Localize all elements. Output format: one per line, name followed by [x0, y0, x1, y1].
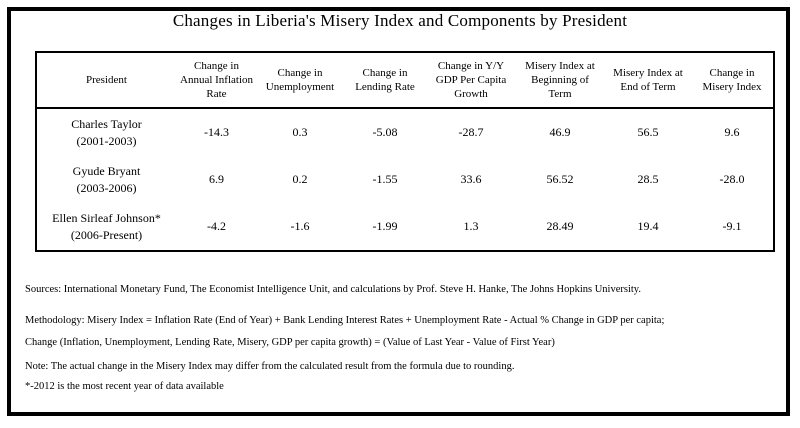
- president-cell: Gyude Bryant (2003-2006): [36, 156, 176, 203]
- value-cell: 46.9: [549, 125, 571, 139]
- value-cell: -28.0: [719, 172, 745, 186]
- value-cell: -14.3: [204, 125, 229, 139]
- data-availability-footnote: *-2012 is the most recent year of data a…: [25, 381, 224, 392]
- value-cell: 0.3: [292, 125, 308, 139]
- president-cell: Charles Taylor (2001-2003): [36, 108, 176, 156]
- value-cell: 56.5: [637, 125, 659, 139]
- value-cell: 9.6: [724, 125, 740, 139]
- president-name: Ellen Sirleaf Johnson*: [52, 211, 161, 226]
- misery-index-table: President Change in Annual Inflation Rat…: [35, 51, 775, 252]
- column-header-inflation: Change in Annual Inflation Rate: [176, 52, 257, 109]
- methodology-note-line1: Methodology: Misery Index = Inflation Ra…: [25, 315, 665, 326]
- value-cell: -5.08: [372, 125, 398, 139]
- president-name: Gyude Bryant: [72, 164, 141, 179]
- methodology-note-line2: Change (Inflation, Unemployment, Lending…: [25, 337, 555, 348]
- column-header-president: President: [36, 52, 176, 109]
- value-cell: -4.2: [207, 219, 226, 233]
- table-row-ellen-sirleaf-johnson: Ellen Sirleaf Johnson* (2006-Present) -4…: [36, 203, 774, 251]
- value-cell: 0.2: [292, 172, 308, 186]
- value-cell: -9.1: [722, 219, 742, 233]
- value-cell: 1.3: [463, 219, 479, 233]
- value-cell: 6.9: [209, 172, 224, 186]
- table-header: President Change in Annual Inflation Rat…: [36, 52, 774, 109]
- column-header-gdp-growth: Change in Y/Y GDP Per Capita Growth: [427, 52, 515, 109]
- president-term: (2006-Present): [70, 227, 143, 242]
- column-header-lending-rate: Change in Lending Rate: [343, 52, 427, 109]
- president-term: (2003-2006): [76, 180, 137, 195]
- value-cell: -28.7: [458, 125, 484, 139]
- value-cell: 28.5: [637, 172, 659, 186]
- rounding-note: Note: The actual change in the Misery In…: [25, 361, 515, 372]
- page-title: Changes in Liberia's Misery Index and Co…: [172, 11, 628, 30]
- value-cell: 19.4: [637, 219, 659, 233]
- value-cell: -1.55: [372, 172, 398, 186]
- value-cell: -1.99: [372, 219, 398, 233]
- president-cell: Ellen Sirleaf Johnson* (2006-Present): [36, 203, 176, 251]
- sources-note: Sources: International Monetary Fund, Th…: [25, 284, 641, 295]
- value-cell: 33.6: [460, 172, 482, 186]
- value-cell: 28.49: [546, 219, 574, 233]
- table-row-charles-taylor: Charles Taylor (2001-2003) -14.3 0.3 -5.…: [36, 108, 774, 156]
- column-header-misery-beginning: Misery Index at Beginning of Term: [515, 52, 605, 109]
- column-header-misery-end: Misery Index at End of Term: [605, 52, 691, 109]
- value-cell: 56.52: [546, 172, 574, 186]
- table-row-gyude-bryant: Gyude Bryant (2003-2006) 6.9 0.2 -1.55 3…: [36, 156, 774, 203]
- column-header-unemployment: Change in Unemployment: [257, 52, 343, 109]
- header-row: President Change in Annual Inflation Rat…: [36, 52, 774, 109]
- president-name: Charles Taylor: [71, 117, 142, 132]
- value-cell: -1.6: [290, 219, 310, 233]
- president-term: (2001-2003): [76, 133, 137, 148]
- column-header-misery-change: Change in Misery Index: [691, 52, 774, 109]
